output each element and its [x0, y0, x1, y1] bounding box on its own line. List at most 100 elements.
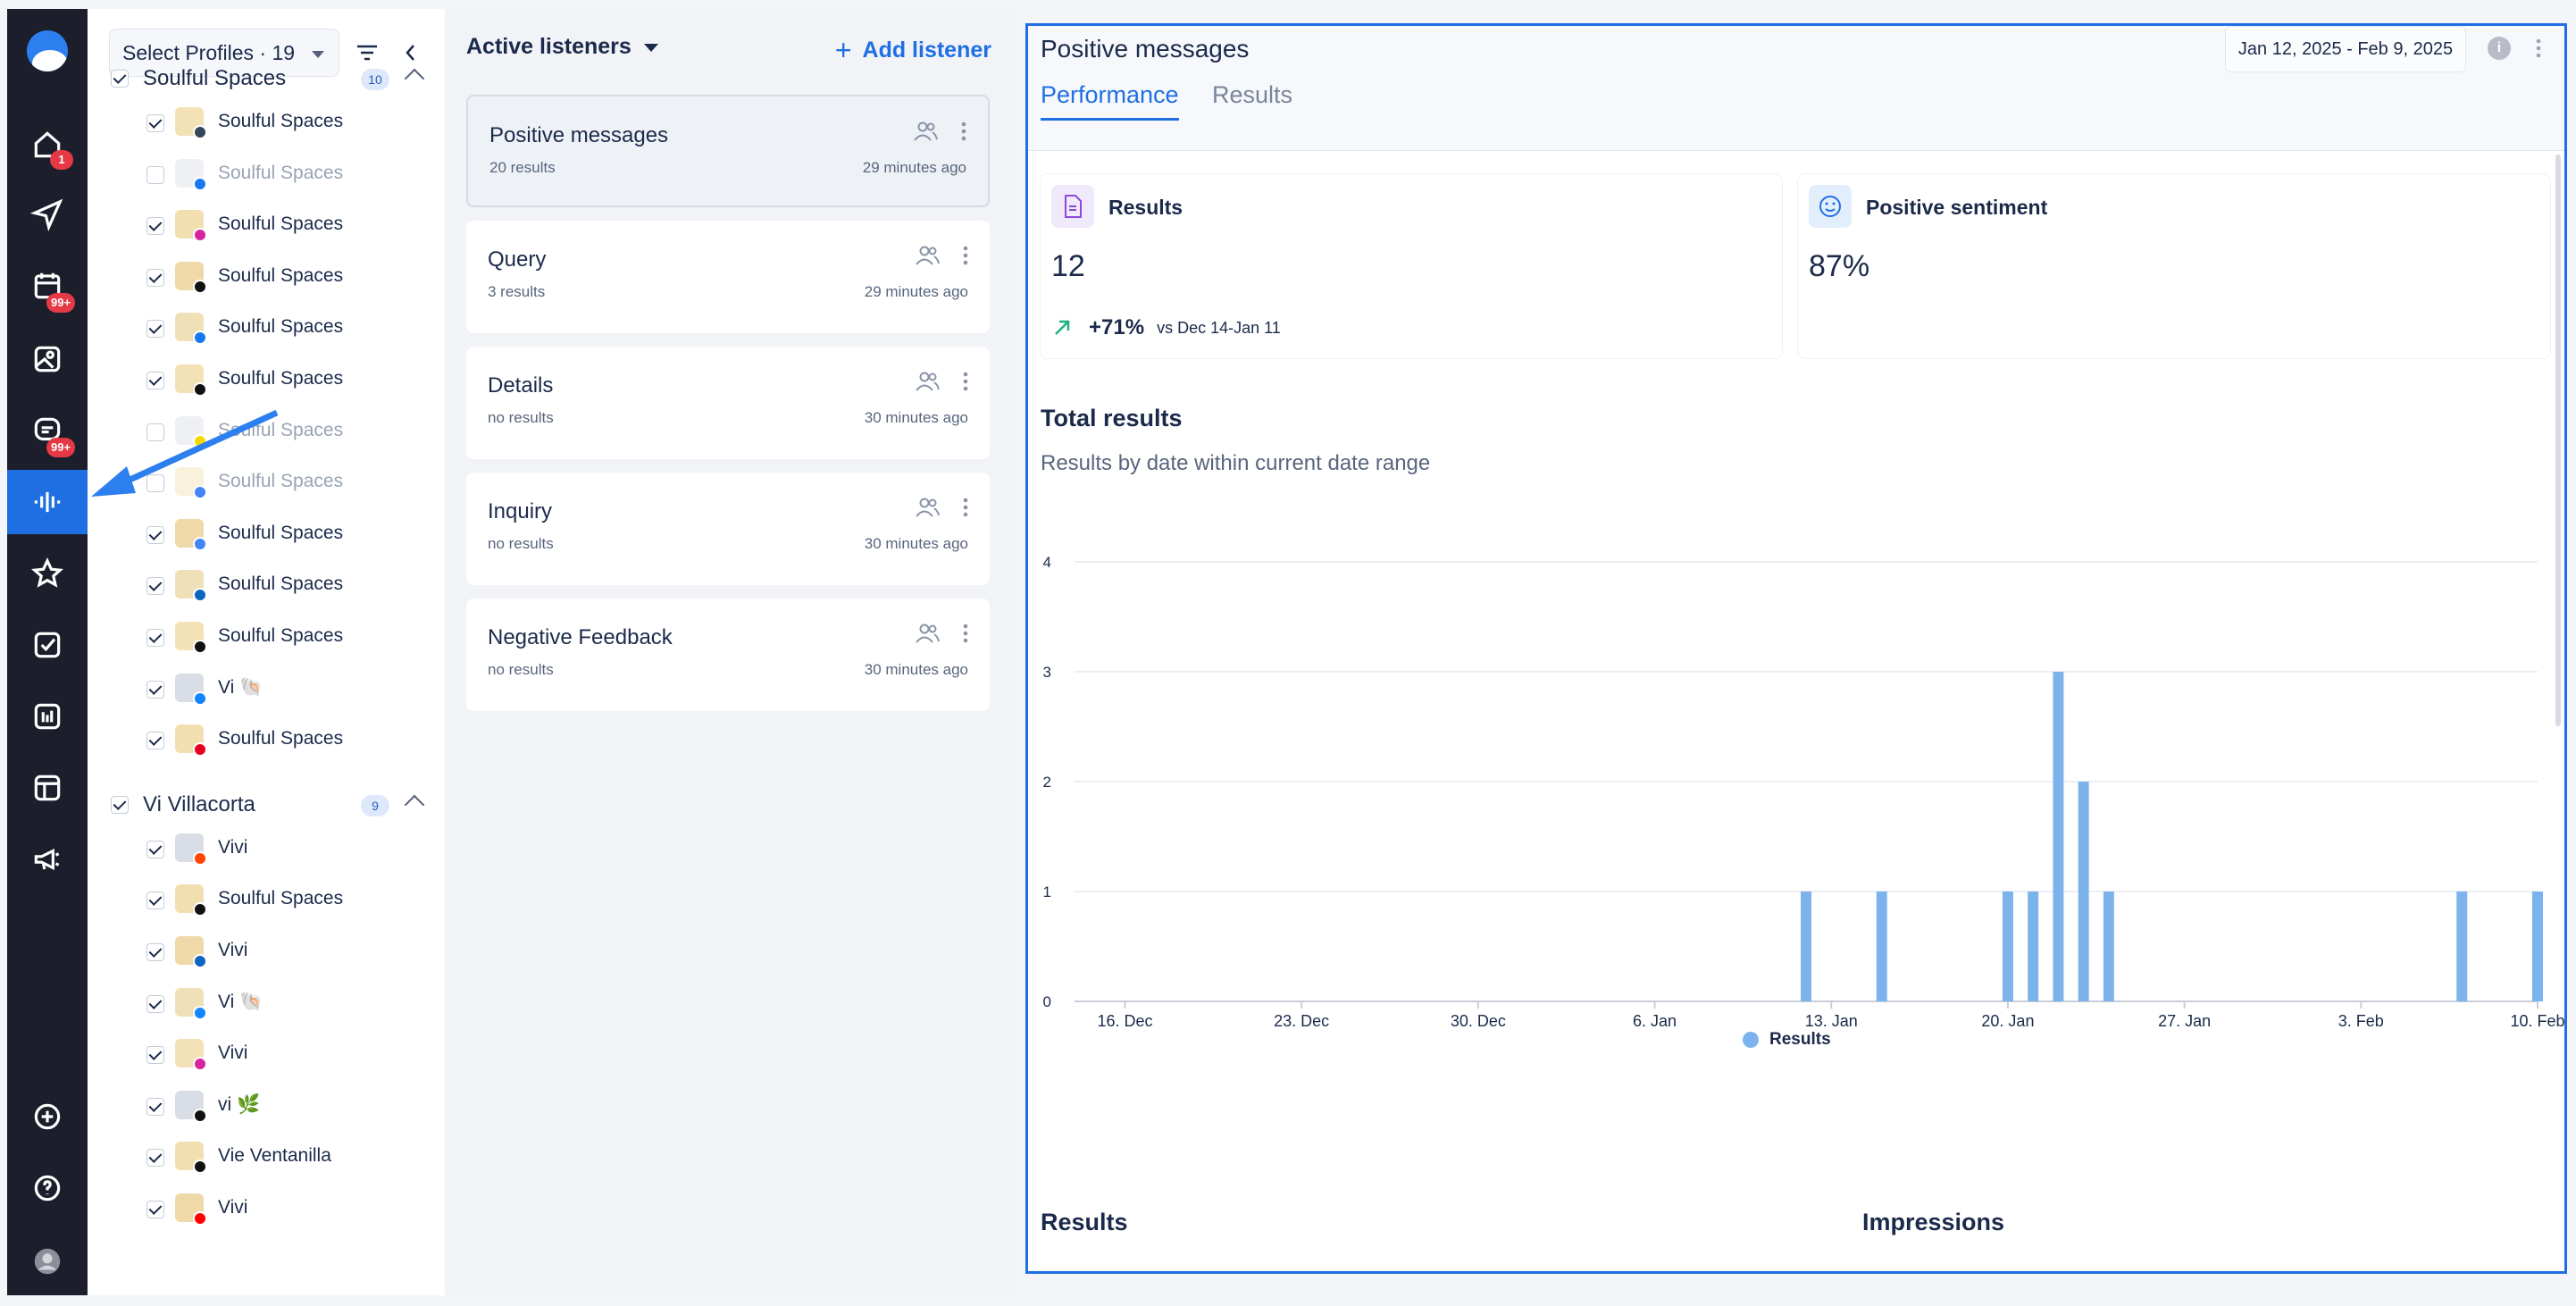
chevron-up-icon[interactable] [404, 794, 425, 816]
listener-card[interactable]: Positive messages 20 results 29 minutes ag… [466, 95, 990, 207]
group-checkbox[interactable] [111, 70, 129, 88]
profile-checkbox[interactable] [146, 1201, 164, 1218]
profile-checkbox[interactable] [146, 165, 164, 184]
tab-performance[interactable]: Performance [1041, 81, 1179, 121]
profile-item[interactable]: Soulful Spaces [146, 616, 432, 659]
profile-item[interactable]: Vivi [146, 1034, 432, 1076]
profile-item[interactable]: Soulful Spaces [146, 307, 432, 350]
more-options-icon[interactable] [963, 498, 968, 517]
profile-checkbox[interactable] [146, 525, 164, 544]
profile-checkbox[interactable] [146, 892, 164, 910]
date-range-picker[interactable]: Jan 12, 2025 - Feb 9, 2025 [2225, 26, 2466, 72]
x-tick-label: 10. Feb [2510, 1012, 2564, 1030]
tasks-icon[interactable] [7, 613, 88, 677]
more-options-icon[interactable] [961, 121, 966, 141]
add-listener-button[interactable]: + Add listener [835, 34, 991, 67]
shared-users-icon[interactable] [915, 496, 940, 519]
profile-checkbox[interactable] [146, 680, 164, 699]
profile-item[interactable]: Vi 🐚 [146, 668, 432, 711]
profile-item[interactable]: Soulful Spaces [146, 462, 432, 505]
profile-checkbox[interactable] [146, 1046, 164, 1065]
more-options-icon[interactable] [963, 372, 968, 391]
profile-checkbox[interactable] [146, 577, 164, 596]
profile-checkbox[interactable] [146, 217, 164, 236]
chart-bar [1876, 892, 1887, 1001]
inbox-icon[interactable]: 99+ [7, 398, 88, 463]
profile-checkbox[interactable] [146, 372, 164, 389]
profile-checkbox[interactable] [146, 423, 164, 441]
chart-legend[interactable]: Results [1743, 1030, 1831, 1050]
profile-item[interactable]: Soulful Spaces [146, 411, 432, 454]
profile-item[interactable]: Vivi [146, 828, 432, 871]
profile-checkbox[interactable] [146, 1149, 164, 1168]
shared-users-icon[interactable] [915, 370, 940, 393]
profile-item[interactable]: Soulful Spaces [146, 514, 432, 557]
sentiment-stat-value: 87% [1809, 249, 1870, 283]
profile-item[interactable]: Soulful Spaces [146, 256, 432, 299]
home-icon[interactable]: 1 [7, 113, 88, 177]
profile-item[interactable]: Soulful Spaces [146, 154, 432, 197]
profile-checkbox[interactable] [146, 732, 164, 750]
app-logo[interactable] [27, 30, 68, 71]
profile-group-header[interactable]: Soulful Spaces 10 [111, 61, 432, 96]
profile-item[interactable]: Soulful Spaces [146, 205, 432, 247]
shared-users-icon[interactable] [915, 622, 940, 645]
profile-checkbox[interactable] [146, 320, 164, 339]
send-icon[interactable] [7, 182, 88, 247]
group-checkbox[interactable] [111, 795, 129, 814]
more-options-icon[interactable] [963, 624, 968, 643]
profile-item[interactable]: Soulful Spaces [146, 719, 432, 762]
nav-rail: 1 99+ 99+ [7, 9, 88, 1295]
profile-item[interactable]: Vie Ventanilla [146, 1136, 432, 1179]
profile-group-header[interactable]: Vi Villacorta 9 [111, 787, 432, 823]
profile-item[interactable]: Soulful Spaces [146, 102, 432, 145]
profile-checkbox[interactable] [146, 1097, 164, 1116]
profile-item[interactable]: Vivi [146, 931, 432, 974]
profile-item[interactable]: Vi 🐚 [146, 983, 432, 1026]
filter-icon[interactable] [355, 43, 379, 63]
listening-icon[interactable] [7, 470, 88, 534]
profile-item[interactable]: Vivi [146, 1188, 432, 1231]
profile-selector[interactable]: Select Profiles · 19 [109, 29, 339, 77]
profile-checkbox[interactable] [146, 629, 164, 647]
profile-item[interactable]: Soulful Spaces [146, 879, 432, 922]
listener-card[interactable]: Negative Feedback no results 30 minutes ag… [466, 599, 990, 711]
layout-icon[interactable] [7, 756, 88, 820]
chevron-up-icon[interactable] [404, 68, 425, 89]
shared-users-icon[interactable] [915, 244, 940, 267]
add-icon[interactable] [7, 1084, 88, 1149]
megaphone-icon[interactable] [7, 827, 88, 892]
profile-item[interactable]: vi 🌿 [146, 1085, 432, 1128]
profile-checkbox[interactable] [146, 114, 164, 132]
collapse-panel-icon[interactable] [400, 41, 422, 64]
profile-item[interactable]: Soulful Spaces [146, 359, 432, 402]
more-options-icon[interactable] [2536, 38, 2541, 58]
profile-checkbox[interactable] [146, 268, 164, 287]
listener-card[interactable]: Details no results 30 minutes ago [466, 347, 990, 459]
calendar-icon[interactable]: 99+ [7, 254, 88, 318]
listener-result-count: 20 results [489, 159, 556, 176]
listeners-dropdown[interactable]: Active listeners [466, 34, 658, 60]
group-count-badge: 9 [361, 794, 389, 816]
tab-results[interactable]: Results [1212, 81, 1293, 108]
listener-card[interactable]: Inquiry no results 30 minutes ago [466, 473, 990, 585]
profile-item[interactable]: Soulful Spaces [146, 565, 432, 607]
profile-checkbox[interactable] [146, 840, 164, 858]
info-icon[interactable]: i [2488, 37, 2511, 60]
profile-checkbox[interactable] [146, 943, 164, 961]
scrollbar[interactable] [2555, 155, 2561, 726]
help-icon[interactable] [7, 1156, 88, 1220]
more-options-icon[interactable] [963, 246, 968, 265]
results-stat-card: Results 12 +71% vs Dec 14-Jan 11 [1041, 174, 1782, 358]
shared-users-icon[interactable] [913, 120, 938, 143]
star-icon[interactable] [7, 541, 88, 606]
analytics-icon[interactable] [7, 684, 88, 749]
user-avatar[interactable] [7, 1229, 88, 1293]
chart-bar [2078, 782, 2089, 1001]
profile-checkbox[interactable] [146, 474, 164, 493]
linkedin-icon [193, 954, 207, 968]
profile-checkbox[interactable] [146, 994, 164, 1013]
listener-card[interactable]: Query 3 results 29 minutes ago [466, 221, 990, 333]
profile-name: Soulful Spaces [218, 162, 344, 183]
media-icon[interactable] [7, 327, 88, 391]
